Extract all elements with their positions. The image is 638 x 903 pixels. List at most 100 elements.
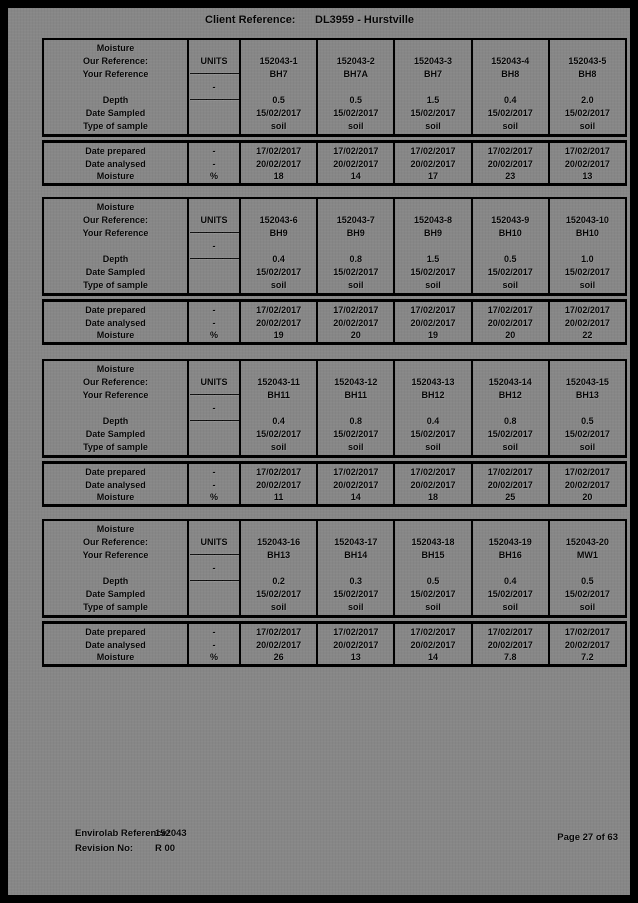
units-header: UNITS bbox=[200, 377, 228, 387]
sample-type: soil bbox=[579, 121, 596, 131]
sample-analysed: 20/02/2017 bbox=[256, 317, 302, 328]
sample-column-3: 152043-13 BH12 0.4 15/02/2017 soil bbox=[393, 361, 470, 455]
sample-type: soil bbox=[425, 602, 441, 612]
sample-blank bbox=[473, 201, 548, 214]
units-analysed: - bbox=[212, 639, 216, 650]
sample-column-2: 17/02/2017 20/02/2017 14 bbox=[316, 143, 393, 183]
sample-blank bbox=[241, 363, 316, 376]
sample-depth: 0.4 bbox=[503, 95, 517, 105]
table-title: Moisture bbox=[96, 524, 135, 534]
sample-ref: BH12 bbox=[498, 390, 522, 400]
sample-moisture: 19 bbox=[428, 330, 439, 341]
sample-id: 152043-6 bbox=[259, 215, 298, 225]
sample-column-4: 17/02/2017 20/02/2017 20 bbox=[470, 302, 548, 342]
row-labels-column: Moisture Our Reference: Your Reference Dept… bbox=[44, 40, 187, 134]
units-blank bbox=[189, 428, 239, 441]
sample-id: 152043-7 bbox=[336, 215, 375, 225]
sample-prepared: 17/02/2017 bbox=[256, 305, 302, 315]
sample-analysed: 20/02/2017 bbox=[487, 158, 533, 169]
sample-sampled: 15/02/2017 bbox=[333, 267, 379, 277]
depth-label: Depth bbox=[102, 416, 129, 426]
sample-prepared: 17/02/2017 bbox=[487, 146, 533, 156]
type-of-sample-label: Type of sample bbox=[83, 442, 148, 452]
sample-moisture: 20 bbox=[505, 330, 516, 341]
sample-depth: 0.5 bbox=[503, 254, 517, 264]
sample-ref: BH10 bbox=[498, 228, 522, 238]
units-percent: % bbox=[209, 171, 218, 182]
sample-ref: BH15 bbox=[421, 550, 445, 560]
sample-column-5: 17/02/2017 20/02/2017 7.2 bbox=[547, 624, 625, 664]
sample-type: soil bbox=[502, 280, 518, 290]
sample-sampled: 15/02/2017 bbox=[564, 429, 610, 439]
sample-column-4: 17/02/2017 20/02/2017 7.8 bbox=[470, 624, 548, 664]
date-prepared-label: Date prepared bbox=[85, 305, 146, 315]
date-analysed-label: Date analysed bbox=[85, 158, 146, 169]
units-dash: —————— bbox=[190, 389, 239, 399]
moisture-label: Moisture bbox=[96, 492, 135, 503]
units-dash: —————— bbox=[190, 575, 239, 585]
sample-blank bbox=[318, 42, 393, 55]
units-percent: % bbox=[209, 330, 218, 341]
date-sampled-label: Date Sampled bbox=[85, 429, 146, 439]
sample-moisture: 14 bbox=[428, 652, 439, 663]
units-header: UNITS bbox=[200, 56, 228, 66]
sample-id: 152043-17 bbox=[334, 537, 378, 547]
results-table-2: Moisture Our Reference: Your Reference Dept… bbox=[42, 197, 627, 345]
units-blank bbox=[189, 601, 239, 614]
sample-blank bbox=[241, 562, 316, 575]
sample-depth: 0.5 bbox=[581, 416, 594, 426]
sample-id: 152043-1 bbox=[259, 56, 298, 66]
row-labels-column: Date prepared Date analysed Moisture bbox=[44, 143, 187, 183]
sample-sampled: 15/02/2017 bbox=[256, 429, 302, 439]
units-blank bbox=[189, 588, 239, 601]
page-number: Page 27 of 63 bbox=[557, 832, 618, 843]
sample-moisture: 7.8 bbox=[503, 652, 517, 663]
sample-column-5: 17/02/2017 20/02/2017 20 bbox=[547, 464, 625, 504]
sample-prepared: 17/02/2017 bbox=[256, 627, 302, 637]
type-of-sample-label: Type of sample bbox=[83, 280, 148, 290]
our-reference-label: Our Reference: bbox=[82, 56, 149, 66]
row-labels-column: Moisture Our Reference: Your Reference Dept… bbox=[44, 521, 187, 615]
sample-column-2: 152043-2 BH7A 0.5 15/02/2017 soil bbox=[316, 40, 393, 134]
sample-moisture: 26 bbox=[273, 652, 284, 663]
units-column: UNITS —————— - —————— bbox=[187, 361, 239, 455]
date-prepared-label: Date prepared bbox=[85, 467, 146, 477]
depth-label: Depth bbox=[102, 576, 129, 586]
sample-type: soil bbox=[348, 121, 364, 131]
type-of-sample-label: Type of sample bbox=[83, 121, 148, 131]
results-table-1: Moisture Our Reference: Your Reference Dept… bbox=[42, 38, 627, 186]
envirolab-reference-label: Envirolab Reference: bbox=[75, 828, 171, 839]
sample-sampled: 15/02/2017 bbox=[256, 589, 302, 599]
units-dash: —————— bbox=[190, 253, 239, 263]
sample-column-1: 152043-16 BH13 0.2 15/02/2017 soil bbox=[239, 521, 316, 615]
units-column: UNITS —————— - —————— bbox=[187, 199, 239, 293]
sample-column-5: 152043-5 BH8 2.0 15/02/2017 soil bbox=[547, 40, 625, 134]
sample-prepared: 17/02/2017 bbox=[256, 146, 302, 156]
sample-id: 152043-5 bbox=[568, 56, 607, 66]
sample-blank bbox=[318, 363, 393, 376]
sample-blank bbox=[550, 562, 625, 575]
moisture-label: Moisture bbox=[96, 652, 135, 663]
sample-sampled: 15/02/2017 bbox=[333, 429, 379, 439]
sample-analysed: 20/02/2017 bbox=[333, 639, 379, 650]
sample-column-3: 152043-3 BH7 1.5 15/02/2017 soil bbox=[393, 40, 470, 134]
sample-ref: BH8 bbox=[578, 69, 597, 79]
sample-column-3: 17/02/2017 20/02/2017 17 bbox=[393, 143, 470, 183]
sample-blank bbox=[241, 201, 316, 214]
sample-type: soil bbox=[425, 442, 441, 452]
sample-blank bbox=[395, 201, 470, 214]
sample-depth: 0.5 bbox=[349, 95, 363, 105]
units-column: - -% bbox=[187, 302, 239, 342]
sample-id: 152043-14 bbox=[488, 377, 532, 387]
sample-blank bbox=[550, 240, 625, 253]
sample-column-4: 17/02/2017 20/02/2017 25 bbox=[470, 464, 548, 504]
units-blank bbox=[189, 201, 239, 214]
sample-depth: 0.3 bbox=[349, 576, 363, 586]
sample-id: 152043-20 bbox=[565, 537, 609, 547]
sample-id: 152043-19 bbox=[488, 537, 532, 547]
sample-column-4: 152043-9 BH10 0.5 15/02/2017 soil bbox=[470, 199, 548, 293]
sample-column-2: 17/02/2017 20/02/2017 20 bbox=[316, 302, 393, 342]
sample-prepared: 17/02/2017 bbox=[333, 467, 379, 477]
units-blank bbox=[189, 441, 239, 454]
sample-column-3: 17/02/2017 20/02/2017 19 bbox=[393, 302, 470, 342]
